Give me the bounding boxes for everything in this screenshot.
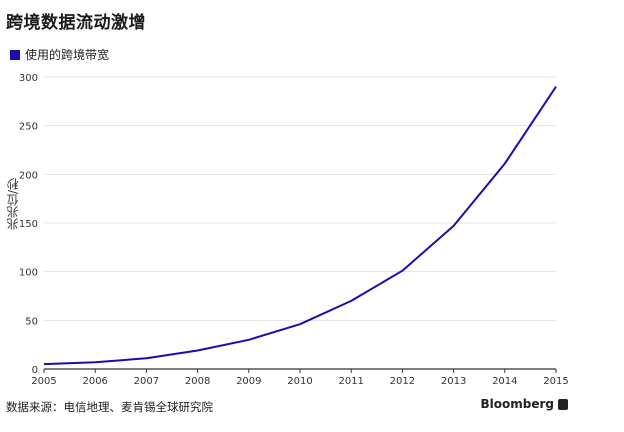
x-tick-label: 2015	[543, 376, 568, 387]
y-tick-label: 250	[19, 122, 38, 133]
series-line	[43, 86, 557, 366]
x-tick-label: 2007	[134, 376, 159, 387]
y-tick-label: 150	[19, 219, 38, 230]
legend-swatch	[10, 49, 20, 60]
brand-logo: Bloomberg	[480, 397, 568, 411]
x-tick-label: 2014	[492, 376, 517, 387]
y-tick-label: 100	[19, 268, 38, 279]
y-tick-label: 50	[25, 316, 38, 327]
chart-title: 跨境数据流动激增	[6, 13, 146, 33]
legend: 使用的跨境带宽	[10, 46, 109, 63]
brand-icon	[558, 398, 568, 410]
x-tick-label: 2009	[236, 376, 261, 387]
x-tick-label: 2012	[390, 376, 415, 387]
x-tick-labels: 2005 2006 2007 2008 2009 2010 2011 2012 2013 2014…	[31, 369, 569, 387]
legend-label: 使用的跨境带宽	[25, 48, 110, 62]
x-tick-label: 2013	[441, 376, 466, 387]
x-tick-label: 2011	[338, 376, 363, 387]
y-tick-label: 200	[19, 170, 38, 181]
x-tick-label: 2006	[82, 376, 107, 387]
x-tick-label: 2005	[31, 376, 56, 387]
y-tick-label: 300	[19, 73, 38, 84]
y-tick-labels: 0 50 100 150 200 250 300	[19, 73, 38, 376]
brand-text: Bloomberg	[480, 397, 555, 411]
y-tick-label: 0	[32, 365, 38, 376]
series-lines	[43, 86, 557, 366]
x-tick-label: 2008	[185, 376, 210, 387]
source-note: 数据来源：电信地理、麦肯锡全球研究院	[6, 400, 213, 414]
x-tick-label: 2010	[287, 376, 312, 387]
